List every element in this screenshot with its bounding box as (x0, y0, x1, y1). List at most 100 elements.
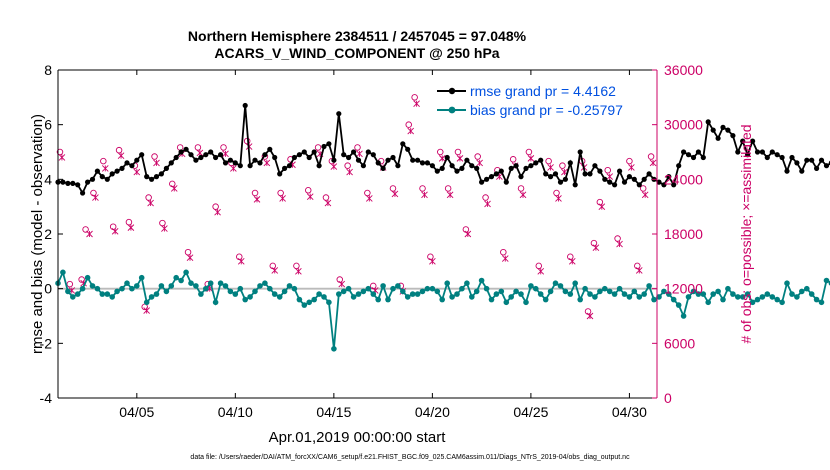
obs-assimilated-marker (133, 168, 141, 176)
obs-assimilated-marker (476, 159, 483, 167)
bias-point (350, 294, 357, 300)
obs-possible-marker (419, 185, 426, 192)
obs-possible-marker (626, 157, 633, 165)
rmse-point (262, 152, 268, 158)
rmse-point (434, 168, 440, 174)
x-tick-label: 04/30 (612, 404, 647, 420)
rmse-point (779, 154, 785, 161)
bias-point (301, 302, 308, 308)
obs-possible-marker (100, 157, 107, 165)
bias-point (473, 288, 480, 295)
obs-possible-marker (364, 189, 371, 197)
obs-possible-marker (159, 219, 166, 227)
bias-point (188, 280, 194, 287)
obs-assimilated-marker (568, 258, 576, 265)
rmse-point (523, 165, 529, 171)
obs-possible-marker (251, 189, 259, 197)
bias-point (340, 288, 347, 295)
rmse-point (789, 154, 795, 161)
rmse-point (715, 135, 721, 141)
rmse-point (498, 168, 504, 174)
obs-assimilated-marker (438, 155, 446, 162)
rmse-point (646, 171, 652, 177)
obs-assimilated-marker (366, 195, 373, 202)
obs-assimilated-marker (598, 203, 606, 210)
bias-point (715, 288, 721, 295)
bias-point (271, 291, 278, 297)
bias-point (478, 277, 485, 284)
bias-point (311, 296, 318, 303)
obs-assimilated-marker (86, 230, 93, 238)
rmse-point (809, 157, 815, 163)
bias-point (444, 280, 451, 287)
bias-point (739, 294, 746, 300)
rmse-point (464, 157, 470, 163)
bias-point (242, 296, 248, 303)
bias-point (60, 269, 66, 276)
y-right-tick-label: 18000 (664, 226, 703, 242)
bias-point (725, 285, 731, 292)
rmse-point (173, 154, 179, 161)
legend-rmse-marker (448, 87, 456, 95)
bias-point (616, 285, 623, 292)
bias-point (818, 299, 825, 306)
rmse-point (695, 149, 702, 155)
rmse-point (454, 168, 460, 174)
x-tick-label: 04/20 (415, 404, 450, 420)
obs-assimilated-marker (484, 200, 491, 208)
obs-assimilated-marker (649, 159, 657, 167)
rmse-point (252, 157, 258, 163)
bias-series (55, 269, 830, 352)
plot-background (58, 70, 657, 398)
obs-possible-marker (354, 144, 361, 151)
rmse-point (444, 154, 450, 161)
bias-point (661, 288, 667, 295)
obs-assimilated-marker (186, 254, 194, 262)
y-left-tick-label: 8 (44, 62, 52, 78)
bias-point (217, 280, 224, 287)
bias-point (597, 288, 603, 295)
bias-point (439, 296, 446, 303)
obs-possible-marker (535, 262, 543, 270)
obs-assimilated-marker (279, 195, 286, 202)
bias-point (690, 288, 697, 295)
rmse-point (410, 157, 416, 163)
obs-assimilated-marker (592, 244, 600, 251)
bias-point (769, 294, 776, 300)
rmse-point (208, 149, 214, 155)
rmse-point (493, 171, 499, 177)
rmse-point (774, 152, 780, 158)
bias-point (459, 285, 465, 292)
bias-point (498, 288, 505, 295)
obs-assimilated-marker (519, 191, 527, 199)
rmse-point (710, 127, 716, 133)
bias-point (808, 291, 815, 297)
rmse-point (321, 143, 327, 150)
obs-assimilated-marker (527, 155, 535, 162)
obs-assimilated-marker (628, 164, 635, 171)
rmse-point (572, 182, 578, 188)
bias-point (784, 280, 790, 287)
rmse-point (272, 154, 278, 161)
bias-point (434, 288, 441, 295)
rmse-point (592, 163, 598, 169)
bias-point (557, 283, 564, 289)
bias-point (675, 302, 682, 308)
rmse-point (424, 160, 430, 166)
bias-point (700, 291, 707, 297)
obs-possible-marker (66, 280, 74, 288)
obs-assimilated-marker (547, 164, 554, 171)
obs-assimilated-marker (237, 258, 245, 265)
bias-point (621, 291, 628, 297)
rmse-point (282, 165, 288, 171)
rmse-point (213, 154, 219, 161)
bias-point (178, 277, 184, 284)
bias-point (316, 291, 322, 297)
rmse-point (582, 171, 588, 177)
rmse-point (626, 174, 633, 180)
rmse-point (528, 163, 534, 169)
obs-assimilated-marker (446, 191, 454, 199)
rmse-point (597, 168, 603, 174)
bias-point (493, 291, 500, 297)
